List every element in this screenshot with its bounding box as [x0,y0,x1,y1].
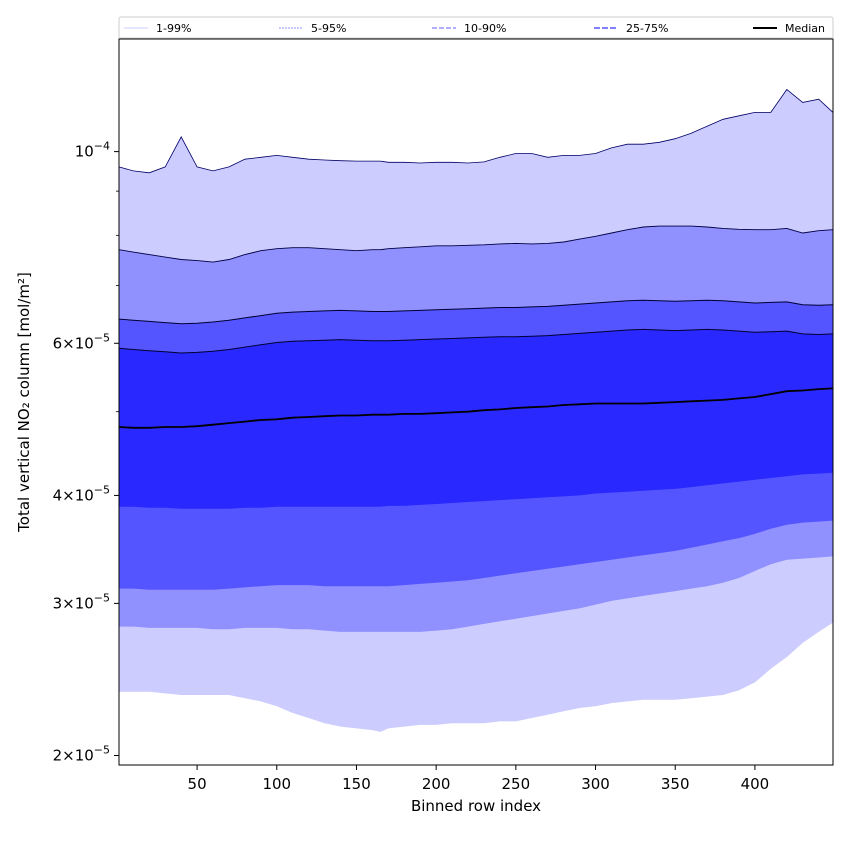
x-tick-label: 200 [422,775,451,793]
x-tick-label: 300 [581,775,610,793]
y-axis-ticks: 2×10−5 3×10−5 4×10−5 6×10−5 10−4 [53,140,119,765]
edge-75 [118,328,834,354]
y-tick-label: 4×10−5 [53,483,110,504]
legend: 1-99% 5-95% 10-90% 25-75% Median [118,16,834,39]
x-tick-label: 100 [262,775,291,793]
band-edge-lines [118,88,834,354]
legend-label: 1-99% [156,22,191,35]
median-line [118,387,834,429]
legend-label: 5-95% [311,22,346,35]
edge-95 [118,225,834,263]
edge-99 [118,88,834,174]
legend-label: Median [785,22,825,35]
y-axis-label: Total vertical NO₂ column [mol/m²] [15,272,33,533]
legend-frame [118,16,834,39]
plot-frame [118,38,834,766]
legend-label: 10-90% [464,22,506,35]
band-25-75 [119,329,833,509]
legend-entry: 25-75% [594,22,668,35]
percentile-bands [119,89,833,732]
legend-entry: 5-95% [279,22,346,35]
x-tick-label: 250 [502,775,531,793]
x-tick-label: 50 [188,775,207,793]
median-series [118,387,834,429]
x-tick-label: 350 [661,775,690,793]
legend-entry: 1-99% [124,22,191,35]
edge-90 [118,299,834,325]
legend-entry: Median [753,22,825,35]
x-axis-ticks: 50 100 150 200 250 300 350 400 [188,765,770,793]
y-tick-label: 6×10−5 [53,331,110,352]
x-axis-label: Binned row index [411,797,541,815]
y-tick-label: 2×10−5 [53,744,110,765]
y-tick-label: 10−4 [75,140,110,161]
x-tick-label: 150 [342,775,371,793]
legend-label: 25-75% [626,22,668,35]
x-tick-label: 400 [741,775,770,793]
y-tick-label: 3×10−5 [53,591,110,612]
legend-entry: 10-90% [432,22,506,35]
